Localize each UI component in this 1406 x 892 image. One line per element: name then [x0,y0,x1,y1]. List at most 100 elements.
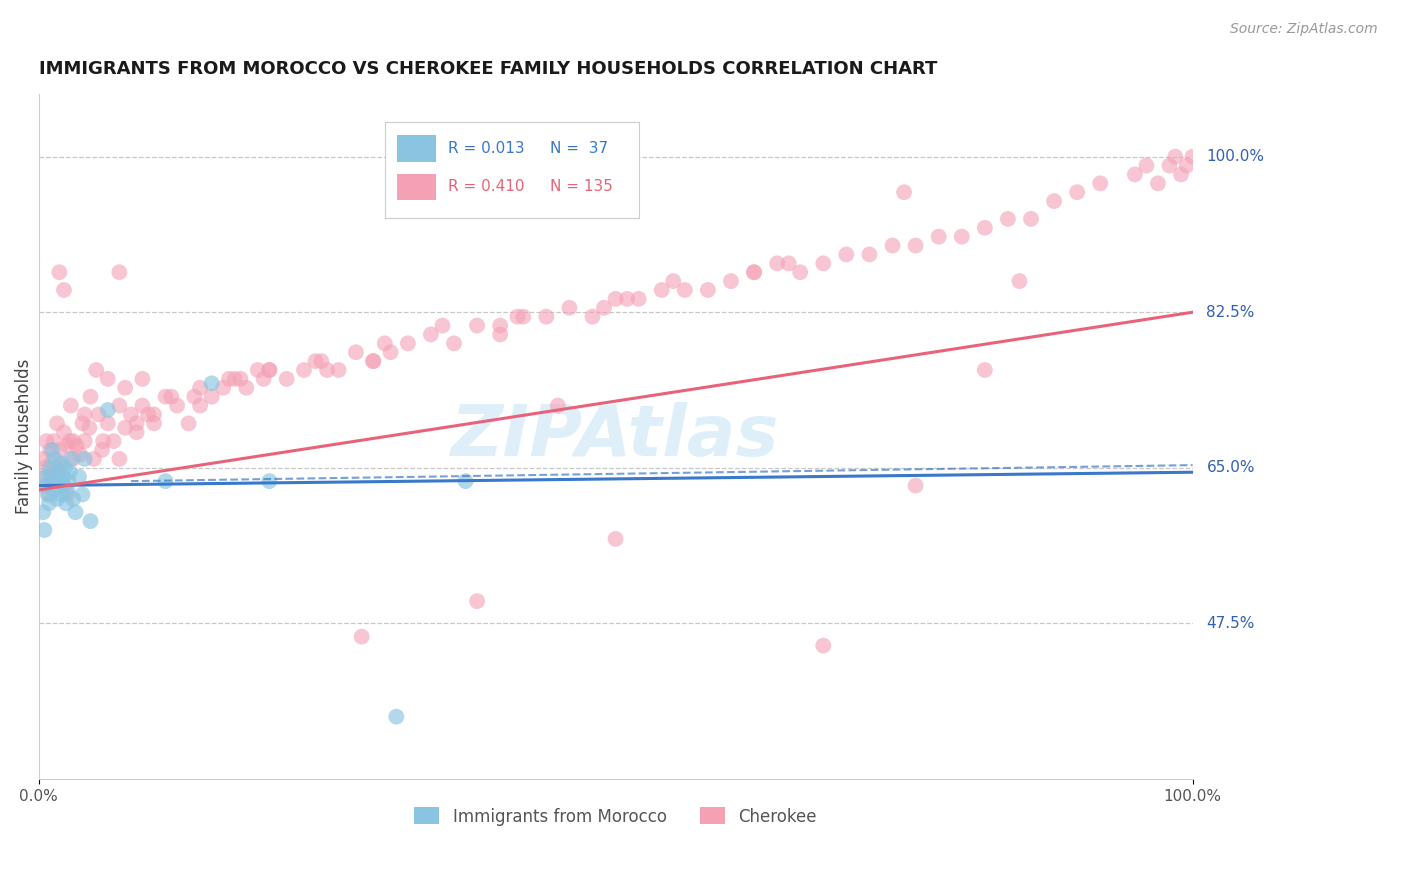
Cherokee [1159,159,1181,173]
Cherokee [91,442,114,457]
Cherokee [125,425,148,440]
Cherokee [766,256,789,270]
Immigrants from Morocco [67,469,90,483]
Cherokee [87,408,110,422]
Cherokee [1135,159,1157,173]
Y-axis label: Family Households: Family Households [15,359,32,515]
Cherokee [778,256,800,270]
Cherokee [108,451,131,466]
Cherokee [997,211,1019,226]
Cherokee [38,487,60,501]
Cherokee [212,381,235,395]
Cherokee [143,417,166,431]
Text: 65.0%: 65.0% [1206,460,1256,475]
Cherokee [73,408,96,422]
Cherokee [201,390,224,404]
Cherokee [304,354,326,368]
Text: 47.5%: 47.5% [1206,615,1254,631]
Immigrants from Morocco [46,465,69,479]
Cherokee [361,354,384,368]
Cherokee [316,363,339,377]
Cherokee [83,451,105,466]
Cherokee [84,363,107,377]
Cherokee [79,390,101,404]
Cherokee [882,238,904,252]
Cherokee [1090,177,1112,191]
Cherokee [37,469,59,483]
Cherokee [465,318,488,333]
Cherokee [605,532,627,546]
Immigrants from Morocco [39,460,62,475]
Immigrants from Morocco [46,491,69,506]
Cherokee [547,399,569,413]
Cherokee [1175,159,1198,173]
Cherokee [350,630,373,644]
Immigrants from Morocco [42,483,65,497]
Cherokee [813,256,835,270]
Cherokee [72,417,94,431]
Immigrants from Morocco [72,487,94,501]
Immigrants from Morocco [32,505,55,519]
Cherokee [97,372,120,386]
Cherokee [259,363,281,377]
Cherokee [904,478,927,492]
Cherokee [742,265,765,279]
Cherokee [1066,185,1088,199]
Cherokee [188,399,211,413]
Immigrants from Morocco [48,456,70,470]
Cherokee [720,274,742,288]
Cherokee [662,274,685,288]
Immigrants from Morocco [53,460,76,475]
Cherokee [252,372,274,386]
Cherokee [1164,150,1187,164]
Immigrants from Morocco [34,469,56,483]
Cherokee [35,434,58,449]
Cherokee [651,283,673,297]
Immigrants from Morocco [45,474,67,488]
Immigrants from Morocco [39,469,62,483]
Cherokee [465,594,488,608]
Cherokee [1019,211,1042,226]
Cherokee [188,381,211,395]
Immigrants from Morocco [37,487,59,501]
Immigrants from Morocco [52,478,75,492]
Cherokee [973,363,995,377]
Immigrants from Morocco [97,403,120,417]
Cherokee [858,247,880,261]
Immigrants from Morocco [35,478,58,492]
Cherokee [374,336,396,351]
Cherokee [605,292,627,306]
Immigrants from Morocco [79,514,101,528]
Cherokee [380,345,402,359]
Cherokee [66,439,89,453]
Immigrants from Morocco [259,474,281,488]
Immigrants from Morocco [38,496,60,510]
Legend: Immigrants from Morocco, Cherokee: Immigrants from Morocco, Cherokee [408,801,824,832]
Cherokee [52,283,75,297]
Cherokee [34,460,56,475]
Cherokee [79,421,101,435]
Cherokee [177,417,200,431]
Cherokee [56,439,79,453]
Cherokee [39,442,62,457]
Cherokee [1123,168,1146,182]
Cherokee [62,451,84,466]
Cherokee [627,292,650,306]
Cherokee [73,434,96,449]
Cherokee [259,363,281,377]
Cherokee [1147,177,1170,191]
Text: IMMIGRANTS FROM MOROCCO VS CHEROKEE FAMILY HOUSEHOLDS CORRELATION CHART: IMMIGRANTS FROM MOROCCO VS CHEROKEE FAMI… [38,60,936,78]
Cherokee [51,456,73,470]
Cherokee [59,434,82,449]
Cherokee [235,381,257,395]
Text: ZIPAtlas: ZIPAtlas [451,402,780,471]
Cherokee [114,381,136,395]
Cherokee [616,292,638,306]
Immigrants from Morocco [65,505,87,519]
Cherokee [108,399,131,413]
Cherokee [696,283,718,297]
Immigrants from Morocco [44,451,66,466]
Cherokee [120,408,142,422]
Cherokee [292,363,315,377]
Cherokee [1170,168,1192,182]
